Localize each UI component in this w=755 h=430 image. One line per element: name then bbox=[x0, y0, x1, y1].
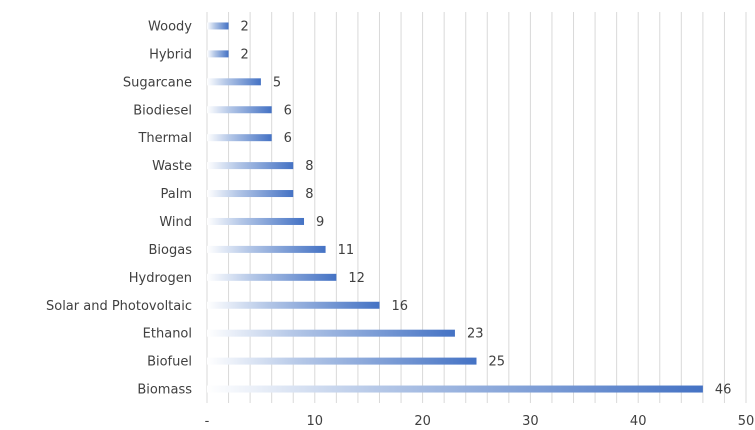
bar bbox=[207, 22, 229, 30]
category-label: Woody bbox=[148, 19, 192, 34]
value-label: 12 bbox=[348, 271, 365, 286]
value-label: 2 bbox=[241, 19, 249, 34]
bar bbox=[207, 162, 294, 170]
category-label: Thermal bbox=[137, 131, 192, 146]
value-label: 8 bbox=[305, 187, 313, 202]
category-label: Biomass bbox=[137, 383, 192, 398]
category-label: Palm bbox=[161, 187, 193, 202]
category-label: Ethanol bbox=[143, 327, 192, 342]
bar bbox=[207, 78, 261, 86]
bar bbox=[207, 245, 326, 253]
value-label: 6 bbox=[284, 103, 292, 118]
bar bbox=[207, 217, 305, 225]
value-label: 5 bbox=[273, 75, 281, 90]
value-label: 46 bbox=[715, 383, 732, 398]
value-label: 25 bbox=[489, 355, 506, 370]
value-label: 2 bbox=[241, 47, 249, 62]
category-label: Solar and Photovoltaic bbox=[46, 299, 192, 314]
bar bbox=[207, 190, 294, 198]
value-label: 9 bbox=[316, 215, 324, 230]
bars bbox=[207, 22, 703, 393]
x-tick-label: 20 bbox=[414, 414, 431, 429]
category-label: Biodiesel bbox=[133, 103, 192, 118]
bar bbox=[207, 329, 455, 337]
bar bbox=[207, 273, 337, 281]
category-label: Biofuel bbox=[147, 355, 192, 370]
x-tick-label: 40 bbox=[630, 414, 647, 429]
category-label: Wind bbox=[159, 215, 192, 230]
labels: - 10 20 30 40 50 Woody 2 Hybrid 2 Sugarcane 5 Biodie… bbox=[46, 19, 754, 429]
x-tick-label: 50 bbox=[738, 414, 755, 429]
category-label: Hybrid bbox=[149, 47, 192, 62]
bar bbox=[207, 134, 272, 142]
x-tick-label: 10 bbox=[307, 414, 324, 429]
x-tick-label: - bbox=[205, 414, 210, 429]
category-label: Waste bbox=[152, 159, 192, 174]
grid-lines bbox=[206, 12, 747, 403]
bar bbox=[207, 50, 229, 58]
bar bbox=[207, 385, 703, 393]
category-label: Hydrogen bbox=[129, 271, 192, 286]
bar bbox=[207, 301, 380, 309]
value-label: 11 bbox=[338, 243, 355, 258]
bar bbox=[207, 106, 272, 114]
value-label: 6 bbox=[284, 131, 292, 146]
bar bbox=[207, 357, 477, 365]
value-label: 23 bbox=[467, 327, 484, 342]
value-label: 8 bbox=[305, 159, 313, 174]
x-tick-label: 30 bbox=[522, 414, 539, 429]
value-label: 16 bbox=[391, 299, 408, 314]
category-label: Sugarcane bbox=[123, 75, 192, 90]
category-label: Biogas bbox=[149, 243, 193, 258]
